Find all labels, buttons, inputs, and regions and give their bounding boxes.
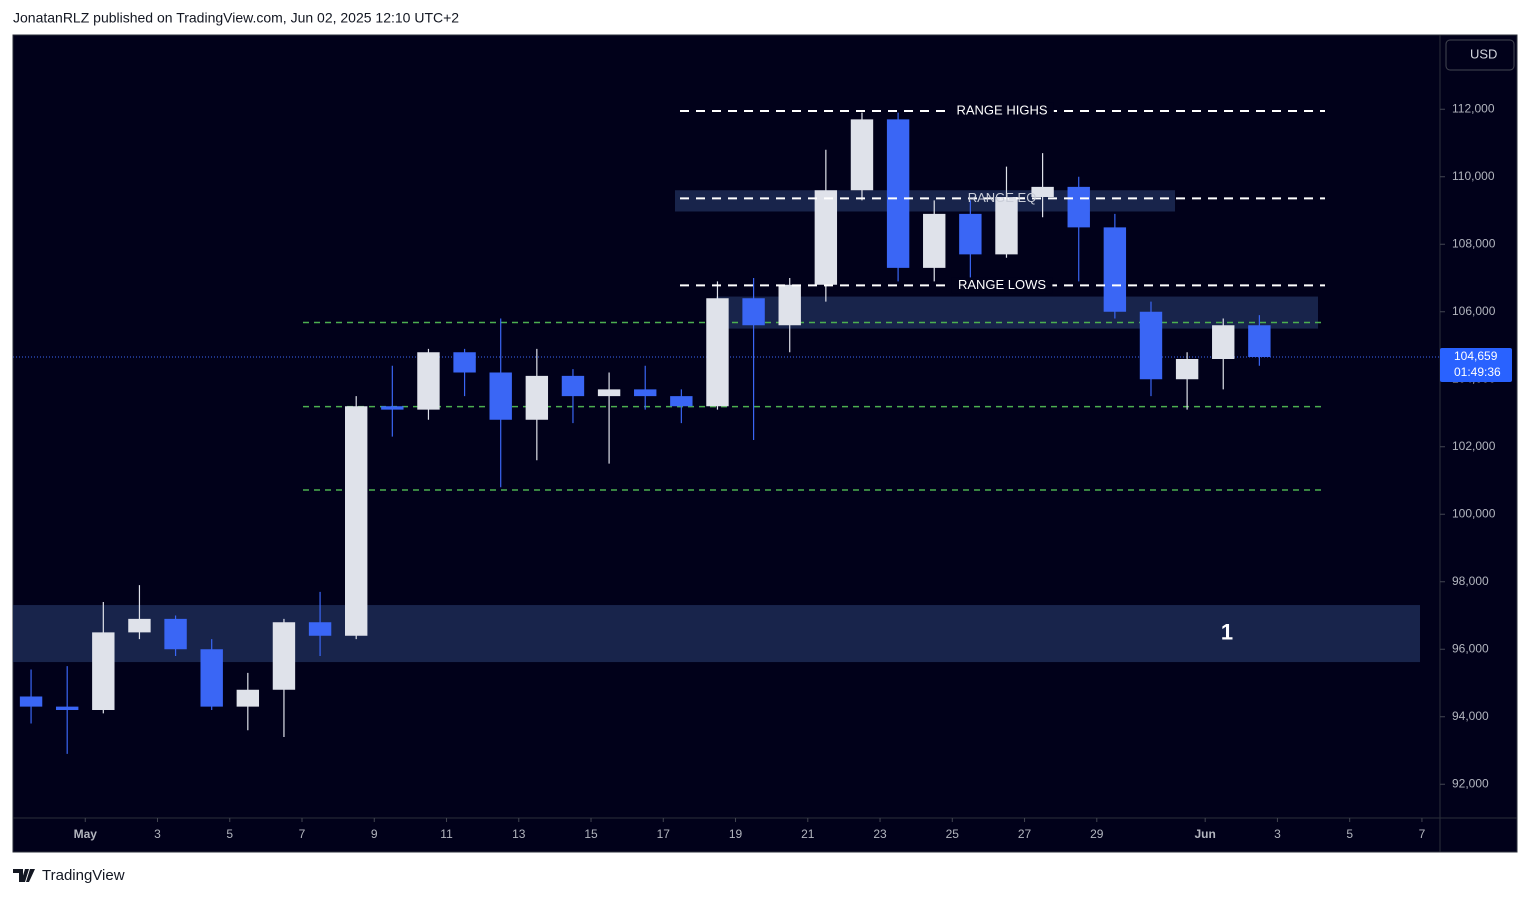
candle-body xyxy=(489,372,512,420)
candle-body xyxy=(164,618,187,650)
candle-body xyxy=(453,352,476,373)
candle-body xyxy=(597,389,621,397)
candle-body xyxy=(55,706,79,710)
candle-body xyxy=(1248,325,1271,358)
last-price-label: 104,659 xyxy=(1454,349,1498,363)
x-tick-label: 27 xyxy=(1018,827,1032,841)
x-tick-label: 7 xyxy=(299,827,306,841)
range-label: RANGE HIGHS xyxy=(956,102,1047,117)
candle-body xyxy=(345,406,368,636)
candle-body xyxy=(742,298,765,326)
y-tick-label: 100,000 xyxy=(1452,506,1496,520)
candle-body xyxy=(525,375,549,420)
candle-body xyxy=(272,622,296,690)
candle-body xyxy=(634,389,657,397)
candle-body xyxy=(236,689,260,707)
candle-body xyxy=(886,119,910,268)
x-tick-label: 13 xyxy=(512,827,526,841)
y-tick-label: 94,000 xyxy=(1452,709,1489,723)
candle-body xyxy=(706,298,729,407)
candle-body xyxy=(308,622,332,636)
countdown: 01:49:36 xyxy=(1454,365,1501,379)
candle-body xyxy=(670,396,693,407)
x-tick-label: Jun xyxy=(1195,827,1216,841)
candle-body xyxy=(1212,325,1235,359)
candle-body xyxy=(128,618,151,633)
x-tick-label: May xyxy=(74,827,98,841)
x-tick-label: 21 xyxy=(801,827,815,841)
currency[interactable]: USD xyxy=(1470,46,1497,61)
candle-body xyxy=(1139,311,1163,380)
chart-area xyxy=(12,34,1518,853)
x-tick-label: 29 xyxy=(1090,827,1104,841)
range-label: RANGE LOWS xyxy=(958,277,1046,292)
candle-body xyxy=(814,190,838,285)
candle-body xyxy=(92,632,115,710)
candle-body xyxy=(959,213,982,255)
axes: 92,000 94,000 96,000 98,000 100,000 102,000 10… xyxy=(74,101,1496,841)
y-tick-label: 102,000 xyxy=(1452,439,1496,453)
currency-button[interactable] xyxy=(1445,39,1515,71)
y-tick-label: 98,000 xyxy=(1452,574,1489,588)
candle-body xyxy=(923,213,946,268)
x-tick-label: 7 xyxy=(1419,827,1426,841)
x-tick-label: 3 xyxy=(1274,827,1281,841)
x-tick-label: 25 xyxy=(946,827,960,841)
candle-body xyxy=(417,352,440,410)
range-label-bg xyxy=(951,277,1053,294)
candle-body xyxy=(995,197,1018,255)
y-tick-label: 96,000 xyxy=(1452,641,1489,655)
range-label-bg xyxy=(950,102,1054,119)
x-tick-label: 5 xyxy=(226,827,233,841)
x-tick-label: 5 xyxy=(1346,827,1353,841)
zone xyxy=(13,605,1420,663)
y-tick-label: 108,000 xyxy=(1452,236,1496,250)
candle-body xyxy=(19,696,43,707)
x-tick-label: 19 xyxy=(729,827,743,841)
x-tick-label: 9 xyxy=(371,827,378,841)
tv-logo xyxy=(13,869,35,882)
footer: TradingView xyxy=(42,867,125,884)
y-tick-label: 106,000 xyxy=(1452,304,1496,318)
candle-body xyxy=(381,406,404,410)
x-tick-label: 17 xyxy=(657,827,671,841)
candle-body xyxy=(850,119,874,191)
x-tick-label: 3 xyxy=(154,827,161,841)
zone xyxy=(675,190,1175,212)
x-tick-label: 23 xyxy=(873,827,887,841)
x-tick-label: 11 xyxy=(440,827,453,841)
candle-body xyxy=(1175,359,1199,380)
x-tick-label: 15 xyxy=(584,827,598,841)
candle-body xyxy=(200,649,223,707)
zone xyxy=(716,296,1318,329)
header: JonatanRLZ published on TradingView.com,… xyxy=(13,10,459,26)
last-price-box xyxy=(1440,348,1512,383)
range-label: RANGE EQ xyxy=(968,190,1037,205)
candle-body xyxy=(1103,227,1127,312)
candle-body xyxy=(1031,186,1054,197)
candle-body xyxy=(778,284,801,326)
y-tick-label: 92,000 xyxy=(1452,776,1489,790)
candle-body xyxy=(1067,186,1090,228)
y-tick-label: 112,000 xyxy=(1452,101,1495,115)
y-tick-label: 110,000 xyxy=(1452,169,1495,183)
candle-body xyxy=(561,375,585,397)
zone-label: 1 xyxy=(1221,619,1233,644)
